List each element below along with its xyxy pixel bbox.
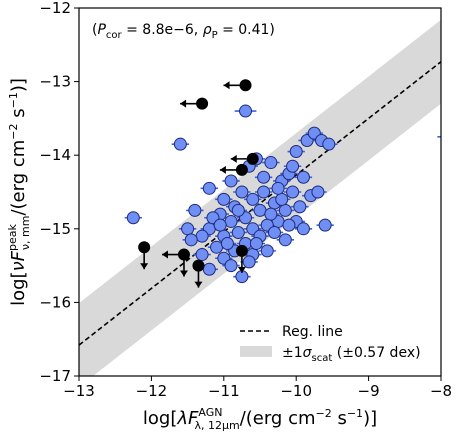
- y-tick-label: −15: [39, 220, 71, 238]
- detection-point: [220, 237, 234, 251]
- detection-point: [224, 214, 238, 228]
- detection-point: [188, 203, 202, 217]
- upper-limit-arrow-head: [230, 154, 237, 163]
- detection-point: [275, 192, 289, 206]
- upper-limit-point: [239, 79, 252, 92]
- detection-point: [126, 211, 140, 225]
- upper-limit-point: [235, 163, 248, 176]
- scatter-band: [79, 19, 441, 376]
- detection-point: [195, 248, 209, 262]
- x-tick-label: −11: [208, 382, 240, 400]
- detection-point: [217, 192, 231, 206]
- y-tick-label: −14: [39, 146, 71, 164]
- detection-point: [322, 137, 336, 151]
- upper-limit-arrow-head: [223, 81, 230, 90]
- upper-limit-point: [138, 241, 151, 254]
- detection-point: [181, 222, 195, 236]
- y-tick-label: −12: [39, 0, 71, 17]
- upper-limit-point: [196, 97, 209, 110]
- upper-limit-point: [235, 244, 248, 257]
- detection-point: [202, 181, 216, 195]
- detection-point: [278, 233, 292, 247]
- detection-point: [249, 237, 263, 251]
- x-tick-label: −8: [430, 382, 452, 400]
- upper-limit-arrow-head: [140, 263, 149, 270]
- detection-point: [231, 225, 245, 239]
- x-tick-label: −10: [280, 382, 312, 400]
- upper-limit-point: [246, 152, 259, 165]
- detection-point: [195, 229, 209, 243]
- detection-point: [184, 233, 198, 247]
- upper-limit-arrow-head: [237, 266, 246, 273]
- legend-band-label: ±1σscat (±0.57 dex): [282, 345, 421, 364]
- detection-point: [210, 240, 224, 254]
- detection-point: [246, 192, 260, 206]
- plot-frame: [78, 7, 442, 377]
- detection-point: [257, 170, 271, 184]
- detection-point: [318, 218, 332, 232]
- x-tick-label: −9: [358, 382, 380, 400]
- detection-point: [231, 203, 245, 217]
- legend: Reg. line ±1σscat (±0.57 dex): [240, 324, 421, 364]
- y-axis-title: log[νFpeakν, mm/(erg cm−2 s−1)]: [6, 78, 32, 306]
- detection-point: [239, 104, 253, 118]
- upper-limit-point: [177, 248, 190, 261]
- detection-point: [224, 174, 238, 188]
- detection-point: [296, 170, 310, 184]
- detection-point: [289, 145, 303, 159]
- detection-point: [257, 185, 271, 199]
- y-tick-label: −13: [39, 73, 71, 91]
- upper-limit-arrow-head: [161, 250, 168, 259]
- detection-point: [224, 259, 238, 273]
- detection-point: [173, 137, 187, 151]
- detection-point: [260, 244, 274, 258]
- detection-point: [296, 222, 310, 236]
- detection-point: [286, 159, 300, 173]
- regression-line: [79, 61, 441, 346]
- detection-point: [286, 185, 300, 199]
- detection-point: [202, 262, 216, 276]
- detection-point: [235, 185, 249, 199]
- correlation-annotation: (Pcor = 8.8e−6, ρP = 0.41): [92, 22, 275, 41]
- upper-limit-arrow-head: [180, 99, 187, 108]
- detection-point: [293, 200, 307, 214]
- detection-point: [213, 218, 227, 232]
- detection-point: [267, 225, 281, 239]
- x-tick-label: −13: [63, 382, 95, 400]
- x-tick-label: −12: [136, 382, 168, 400]
- upper-limit-arrow-head: [194, 281, 203, 288]
- legend-reg-line-label: Reg. line: [282, 324, 343, 340]
- upper-limit-point: [192, 259, 205, 272]
- upper-limit-arrow-head: [179, 270, 188, 277]
- legend-band-swatch: [240, 346, 272, 357]
- upper-limit-arrow-head: [219, 165, 226, 174]
- x-axis-title: log[λFAGN λ, 12μm/(erg cm−2 s−1)]: [143, 406, 377, 432]
- detection-point: [278, 203, 292, 217]
- detection-point: [253, 203, 267, 217]
- detection-point: [311, 185, 325, 199]
- detection-point: [271, 181, 285, 195]
- detection-point: [242, 255, 256, 269]
- y-tick-label: −16: [39, 293, 71, 311]
- detection-point: [264, 156, 278, 170]
- y-tick-label: −17: [39, 367, 71, 385]
- detection-point: [264, 207, 278, 221]
- detection-point: [282, 218, 296, 232]
